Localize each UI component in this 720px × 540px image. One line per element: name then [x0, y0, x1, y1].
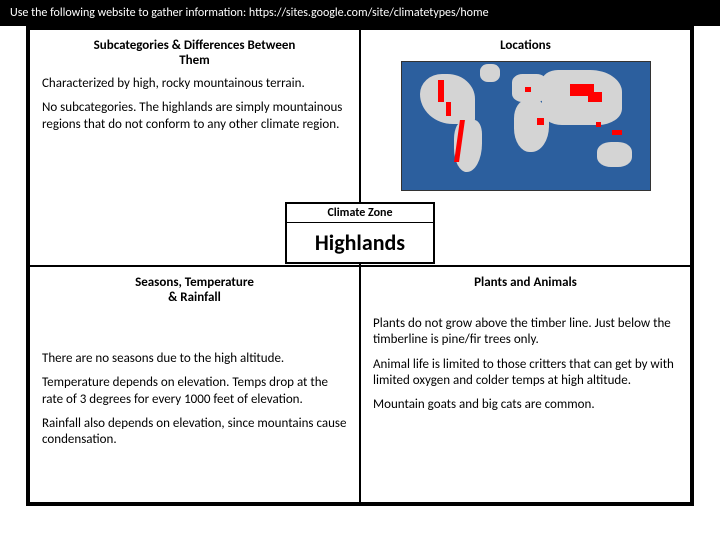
plants-para2: Animal life is limited to those critters… [373, 357, 678, 390]
seasons-title-1: Seasons, Temperature [42, 275, 347, 290]
climate-grid: Subcategories & Differences Between Them… [26, 26, 694, 506]
seasons-para1: There are no seasons due to the high alt… [42, 351, 347, 367]
climate-zone-label: Climate Zone [287, 204, 433, 223]
land-asia [542, 70, 622, 125]
seasons-para3: Rainfall also depends on elevation, sinc… [42, 416, 347, 449]
locations-title: Locations [373, 38, 678, 53]
plants-para3: Mountain goats and big cats are common. [373, 397, 678, 413]
climate-zone-value: Highlands [287, 223, 433, 262]
seasons-body: There are no seasons due to the high alt… [42, 313, 347, 448]
land-greenland [480, 64, 500, 82]
cell-plants-animals: Plants and Animals Plants do not grow ab… [360, 266, 691, 503]
marker-rockies-2 [446, 102, 451, 116]
cell-seasons: Seasons, Temperature & Rainfall There ar… [29, 266, 360, 503]
seasons-title: Seasons, Temperature & Rainfall [42, 275, 347, 305]
seasons-para2: Temperature depends on elevation. Temps … [42, 375, 347, 408]
marker-rockies-1 [438, 80, 444, 102]
subcat-para1: Characterized by high, rocky mountainous… [42, 76, 347, 92]
marker-ethiopia [537, 118, 544, 125]
plants-para1: Plants do not grow above the timber line… [373, 316, 678, 349]
subcat-title-1: Subcategories & Differences Between [42, 38, 347, 53]
climate-zone-box: Climate Zone Highlands [285, 202, 435, 264]
header-bar: Use the following website to gather info… [0, 0, 720, 26]
land-australia [597, 142, 632, 167]
subcat-title-2: Them [42, 53, 347, 68]
map-wrap [373, 61, 678, 191]
header-text: Use the following website to gather info… [10, 6, 489, 20]
subcat-para2: No subcategories. The highlands are simp… [42, 100, 347, 133]
seasons-title-2: & Rainfall [42, 290, 347, 305]
marker-alps [525, 87, 531, 92]
subcategories-title: Subcategories & Differences Between Them [42, 38, 347, 68]
land-north-america [420, 74, 475, 124]
marker-himalaya-2 [588, 92, 602, 102]
marker-png [612, 130, 622, 135]
marker-seasia [596, 122, 601, 127]
row-bottom: Seasons, Temperature & Rainfall There ar… [29, 266, 691, 503]
subcategories-body: Characterized by high, rocky mountainous… [42, 76, 347, 133]
plants-body: Plants do not grow above the timber line… [373, 298, 678, 413]
world-map [401, 61, 651, 191]
plants-title: Plants and Animals [373, 275, 678, 290]
